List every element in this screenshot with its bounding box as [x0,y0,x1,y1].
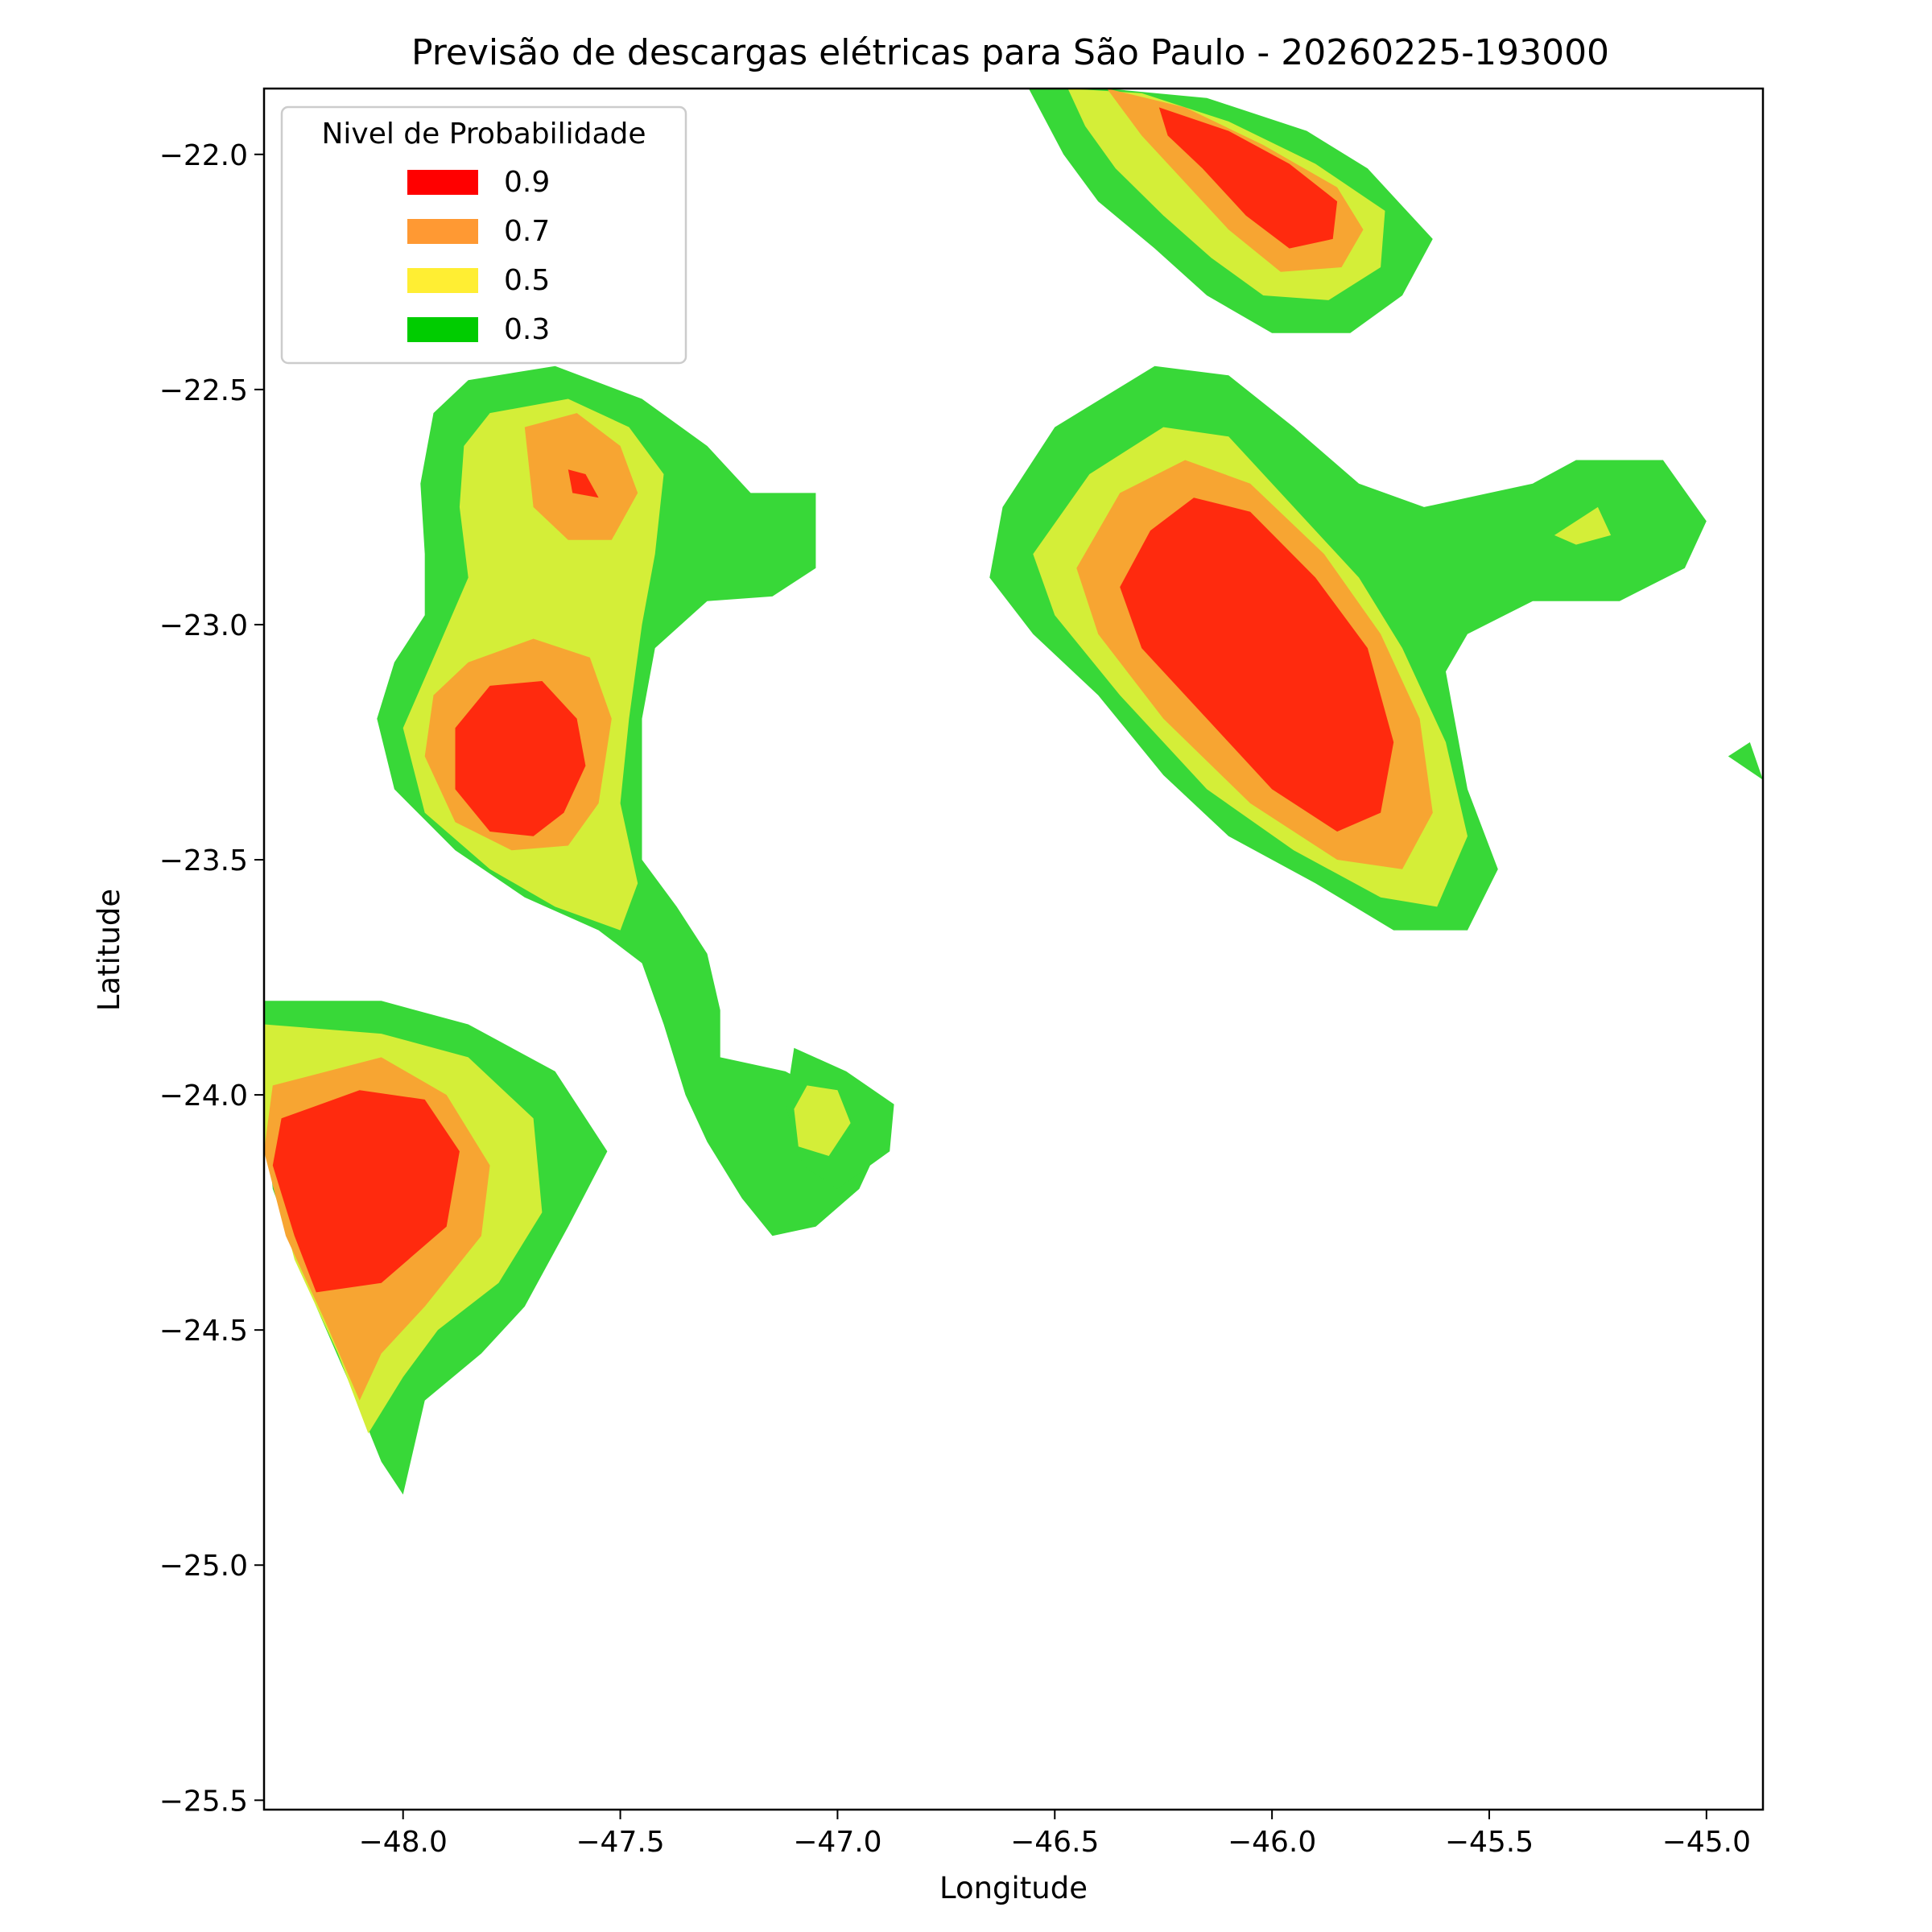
contour-east-inner-island-level-05-0 [1554,506,1612,545]
legend-label: 0.3 [504,313,550,346]
plot-frame [262,87,1765,1811]
legend: Nivel de Probabilidade 0.9 0.7 0.5 0.3 [280,105,687,365]
y-tick-label: −22.0 [159,139,248,172]
x-tick-label: −46.5 [1010,1826,1099,1859]
y-tick-label: −25.5 [159,1785,248,1818]
legend-box [280,105,687,365]
y-tick-label: −22.5 [159,374,248,407]
x-tick-label: −45.5 [1445,1826,1534,1859]
y-axis: −22.0 −22.5 −23.0 −23.5 −24.0 −24.5 −25.0 −25.5 [159,139,264,1818]
legend-label: 0.5 [504,264,550,297]
x-axis: −48.0 −47.5 −47.0 −46.5 −46.0 −45.5 −45.0 [359,1810,1751,1859]
contour-northwest-complex-level-09-4 [568,469,599,498]
contour-north-level-09-3 [1158,107,1338,249]
x-tick-label: −47.5 [576,1826,664,1859]
y-tick-label: −24.0 [159,1080,248,1113]
chart-title: Previsão de descargas elétricas para São… [411,32,1609,73]
y-tick-label: −25.0 [159,1550,248,1583]
y-tick-label: −24.5 [159,1315,248,1348]
legend-label: 0.7 [504,215,550,248]
y-axis-label: Latitude [92,889,126,1011]
contour-far-east-fragment-level-03-0 [1728,742,1763,780]
x-tick-label: −46.0 [1228,1826,1316,1859]
legend-swatch [407,219,478,244]
contour-southwest-level-09-3 [272,1090,460,1293]
x-tick-label: −45.0 [1662,1826,1751,1859]
legend-swatch [407,268,478,293]
y-tick-label: −23.5 [159,844,248,877]
legend-swatch [407,317,478,342]
x-axis-label: Longitude [939,1871,1088,1905]
legend-title: Nivel de Probabilidade [321,118,646,151]
contour-south-east-blob-level-05-1 [794,1085,851,1156]
legend-label: 0.9 [504,166,550,199]
contour-layer [264,89,1763,1495]
contour-northwest-complex-level-09-5 [455,681,586,836]
x-tick-label: −48.0 [359,1826,448,1859]
legend-swatch [407,170,478,195]
x-tick-label: −47.0 [793,1826,881,1859]
contour-east-level-09-3 [1120,497,1394,832]
y-tick-label: −23.0 [159,609,248,642]
